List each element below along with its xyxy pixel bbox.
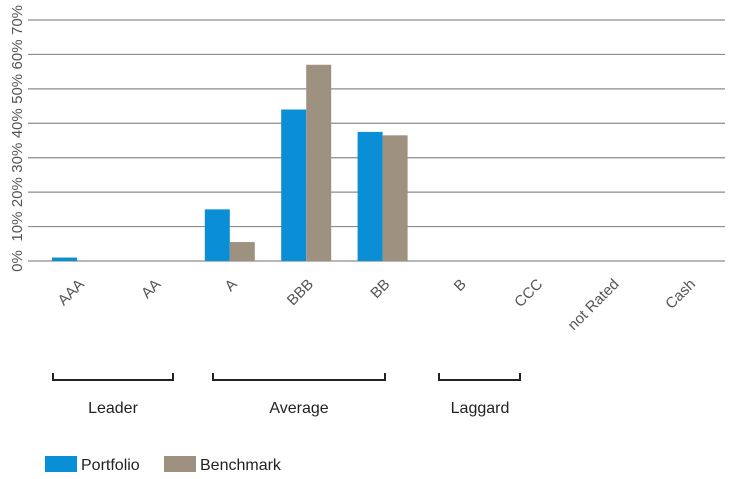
legend: Portfolio Benchmark [45, 456, 282, 474]
y-tick-label-0: 0% [9, 250, 26, 272]
y-tick-label-60: 60% [9, 39, 26, 69]
x-tick-label-ccc: CCC [511, 276, 546, 311]
group-average: Average [212, 373, 386, 417]
legend-label-benchmark: Benchmark [200, 457, 282, 474]
group-label-leader: Leader [88, 400, 138, 417]
x-tick-label-a: A [222, 276, 241, 295]
bar-portfolio-a [204, 209, 230, 261]
bar-benchmark-a [229, 242, 255, 261]
x-tick-label-bbb: BBB [284, 276, 317, 309]
bar-portfolio-bbb [281, 109, 307, 261]
y-axis-tick-labels: 0% 10% 20% 30% 40% 50% 60% 70% [9, 5, 26, 272]
x-tick-label-cash: Cash [662, 276, 699, 313]
y-tick-label-20: 20% [9, 177, 26, 207]
x-tick-label-bb: BB [367, 276, 393, 302]
group-leader: Leader [52, 373, 174, 417]
x-axis-category-labels: AAA AA A BBB BB B CCC not Rated Cash [55, 276, 699, 334]
group-bracket-average [212, 373, 386, 381]
bar-benchmark-bbb [306, 64, 332, 261]
group-bracket-laggard [438, 373, 521, 381]
y-tick-label-10: 10% [9, 212, 26, 242]
legend-label-portfolio: Portfolio [81, 457, 140, 474]
legend-swatch-benchmark [164, 456, 196, 472]
y-tick-label-30: 30% [9, 143, 26, 173]
x-tick-label-not-rated: not Rated [565, 276, 623, 334]
bar-portfolio-bb [357, 131, 383, 261]
x-tick-label-aaa: AAA [55, 276, 88, 309]
bars [52, 64, 408, 261]
group-bracket-leader [52, 373, 174, 381]
group-label-laggard: Laggard [451, 400, 510, 417]
y-tick-label-40: 40% [9, 108, 26, 138]
y-tick-label-50: 50% [9, 74, 26, 104]
bar-portfolio-aaa [52, 257, 77, 261]
y-tick-label-70: 70% [9, 5, 26, 35]
legend-swatch-portfolio [45, 456, 77, 472]
bar-benchmark-bb [382, 135, 408, 261]
x-tick-label-aa: AA [138, 276, 164, 302]
group-label-average: Average [269, 400, 328, 417]
group-laggard: Laggard [438, 373, 521, 417]
x-tick-label-b: B [451, 276, 470, 295]
